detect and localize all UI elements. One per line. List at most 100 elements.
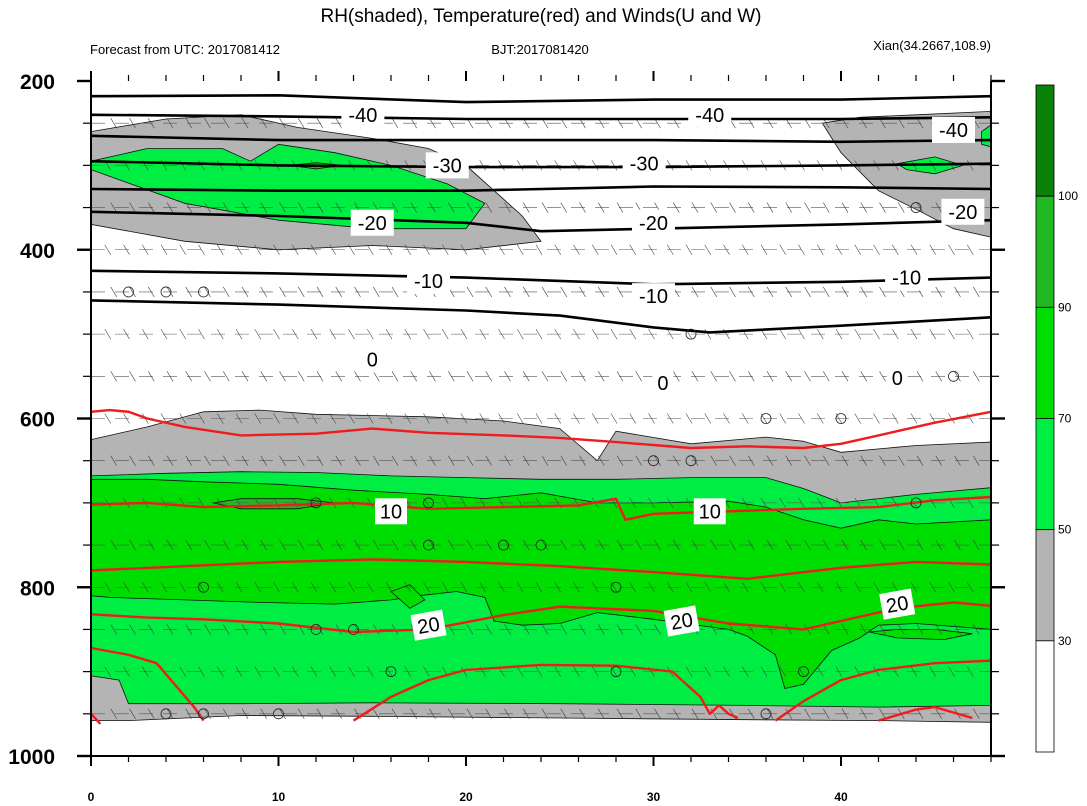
wind-barb [335, 202, 343, 213]
wind-barb [485, 455, 493, 466]
wind-barb [423, 582, 430, 593]
wind-barb [216, 413, 224, 424]
wind-barb [841, 624, 849, 635]
calm-wind-circle [423, 539, 434, 551]
isotherm-label-box [361, 346, 383, 373]
wind-barb [479, 160, 487, 171]
isotherm-label-group: -10 [885, 264, 929, 291]
wind-barb [485, 286, 493, 298]
wind-barb [935, 539, 943, 551]
wind-barb [104, 666, 112, 677]
wind-barb [654, 539, 661, 551]
wind-barb [504, 286, 511, 298]
wind-barb [710, 286, 718, 298]
wind-barb [816, 328, 824, 340]
wind-barb [666, 582, 674, 593]
isotherm-label: -30 [433, 155, 462, 177]
isotherm-line [90, 210, 992, 233]
wind-barb [297, 708, 305, 719]
wind-barb [410, 371, 418, 382]
wind-barb [841, 455, 849, 466]
location-subtitle: Xian(34.2667,108.9) [873, 38, 991, 53]
wind-barb [291, 244, 299, 255]
wind-barb [822, 624, 830, 635]
wind-barb [241, 455, 249, 466]
wind-barb [498, 160, 505, 171]
wind-barb [366, 497, 374, 509]
wind-barb [616, 708, 624, 719]
wind-barb [429, 371, 436, 382]
wind-barb [591, 328, 599, 340]
wind-barb [879, 708, 886, 719]
wind-barb [216, 328, 224, 340]
wind-barb [254, 328, 262, 340]
wind-barb [541, 539, 549, 551]
wind-barb [635, 624, 643, 635]
wind-barb [610, 160, 618, 171]
isotherm-label-group: -40 [932, 116, 975, 143]
wind-barb [429, 708, 436, 719]
wind-barb [816, 244, 824, 255]
wind-barb [429, 455, 436, 466]
wind-barb [822, 708, 830, 719]
wind-barb [404, 413, 412, 424]
wind-barb [854, 413, 862, 424]
calm-wind-circle [423, 497, 434, 509]
wind-barb [704, 244, 712, 255]
wind-barb [760, 582, 768, 593]
wind-barb [629, 328, 637, 340]
wind-barb [766, 455, 774, 466]
isotherm-label-group: -30 [425, 152, 469, 179]
wind-barb [335, 286, 343, 298]
wind-barb [254, 666, 262, 677]
isotherm-label-box [622, 150, 666, 177]
wind-barb [479, 413, 487, 424]
wind-barb [198, 244, 205, 255]
wind-barb [129, 708, 136, 719]
wind-barb [147, 118, 155, 129]
wind-barb [447, 455, 455, 466]
wind-barb [185, 286, 193, 298]
wind-barb [766, 708, 774, 719]
wind-barb [222, 118, 230, 129]
calm-wind-circle [835, 413, 847, 424]
wind-barb [804, 708, 811, 719]
wind-barb [779, 413, 787, 424]
wind-barb [104, 328, 112, 340]
wind-barb [916, 371, 924, 382]
wind-barb [729, 202, 736, 213]
wind-barb [166, 286, 174, 298]
wind-barb [179, 244, 187, 255]
wind-barb [185, 118, 193, 129]
wind-barb [822, 286, 830, 298]
wind-barb [260, 455, 268, 466]
wind-barb [147, 202, 155, 213]
wind-barb [129, 539, 136, 551]
wind-barb [654, 455, 661, 466]
wind-barb [466, 455, 474, 466]
wind-barb [129, 455, 136, 466]
isotherm-label-box [425, 152, 469, 179]
temperature-label-box [879, 588, 916, 620]
wind-barb [335, 708, 343, 719]
wind-barb [685, 497, 693, 509]
wind-barb [935, 455, 943, 466]
wind-barb [616, 202, 624, 213]
wind-barb [348, 413, 355, 424]
x-tick-label: 40 [834, 790, 848, 804]
temperature-label: 20 [669, 609, 695, 635]
wind-barb [741, 666, 749, 677]
wind-barb [498, 244, 505, 255]
wind-barb [672, 371, 680, 382]
wind-barb [579, 539, 586, 551]
temperature-label: 10 [699, 501, 721, 523]
wind-barb [860, 708, 868, 719]
wind-barb [654, 708, 661, 719]
wind-barb [354, 286, 361, 298]
wind-barb [160, 497, 168, 509]
wind-barb [329, 666, 337, 677]
wind-barb [372, 539, 380, 551]
wind-barb [591, 413, 599, 424]
wind-barb [147, 539, 155, 551]
temperature-line [90, 712, 102, 725]
